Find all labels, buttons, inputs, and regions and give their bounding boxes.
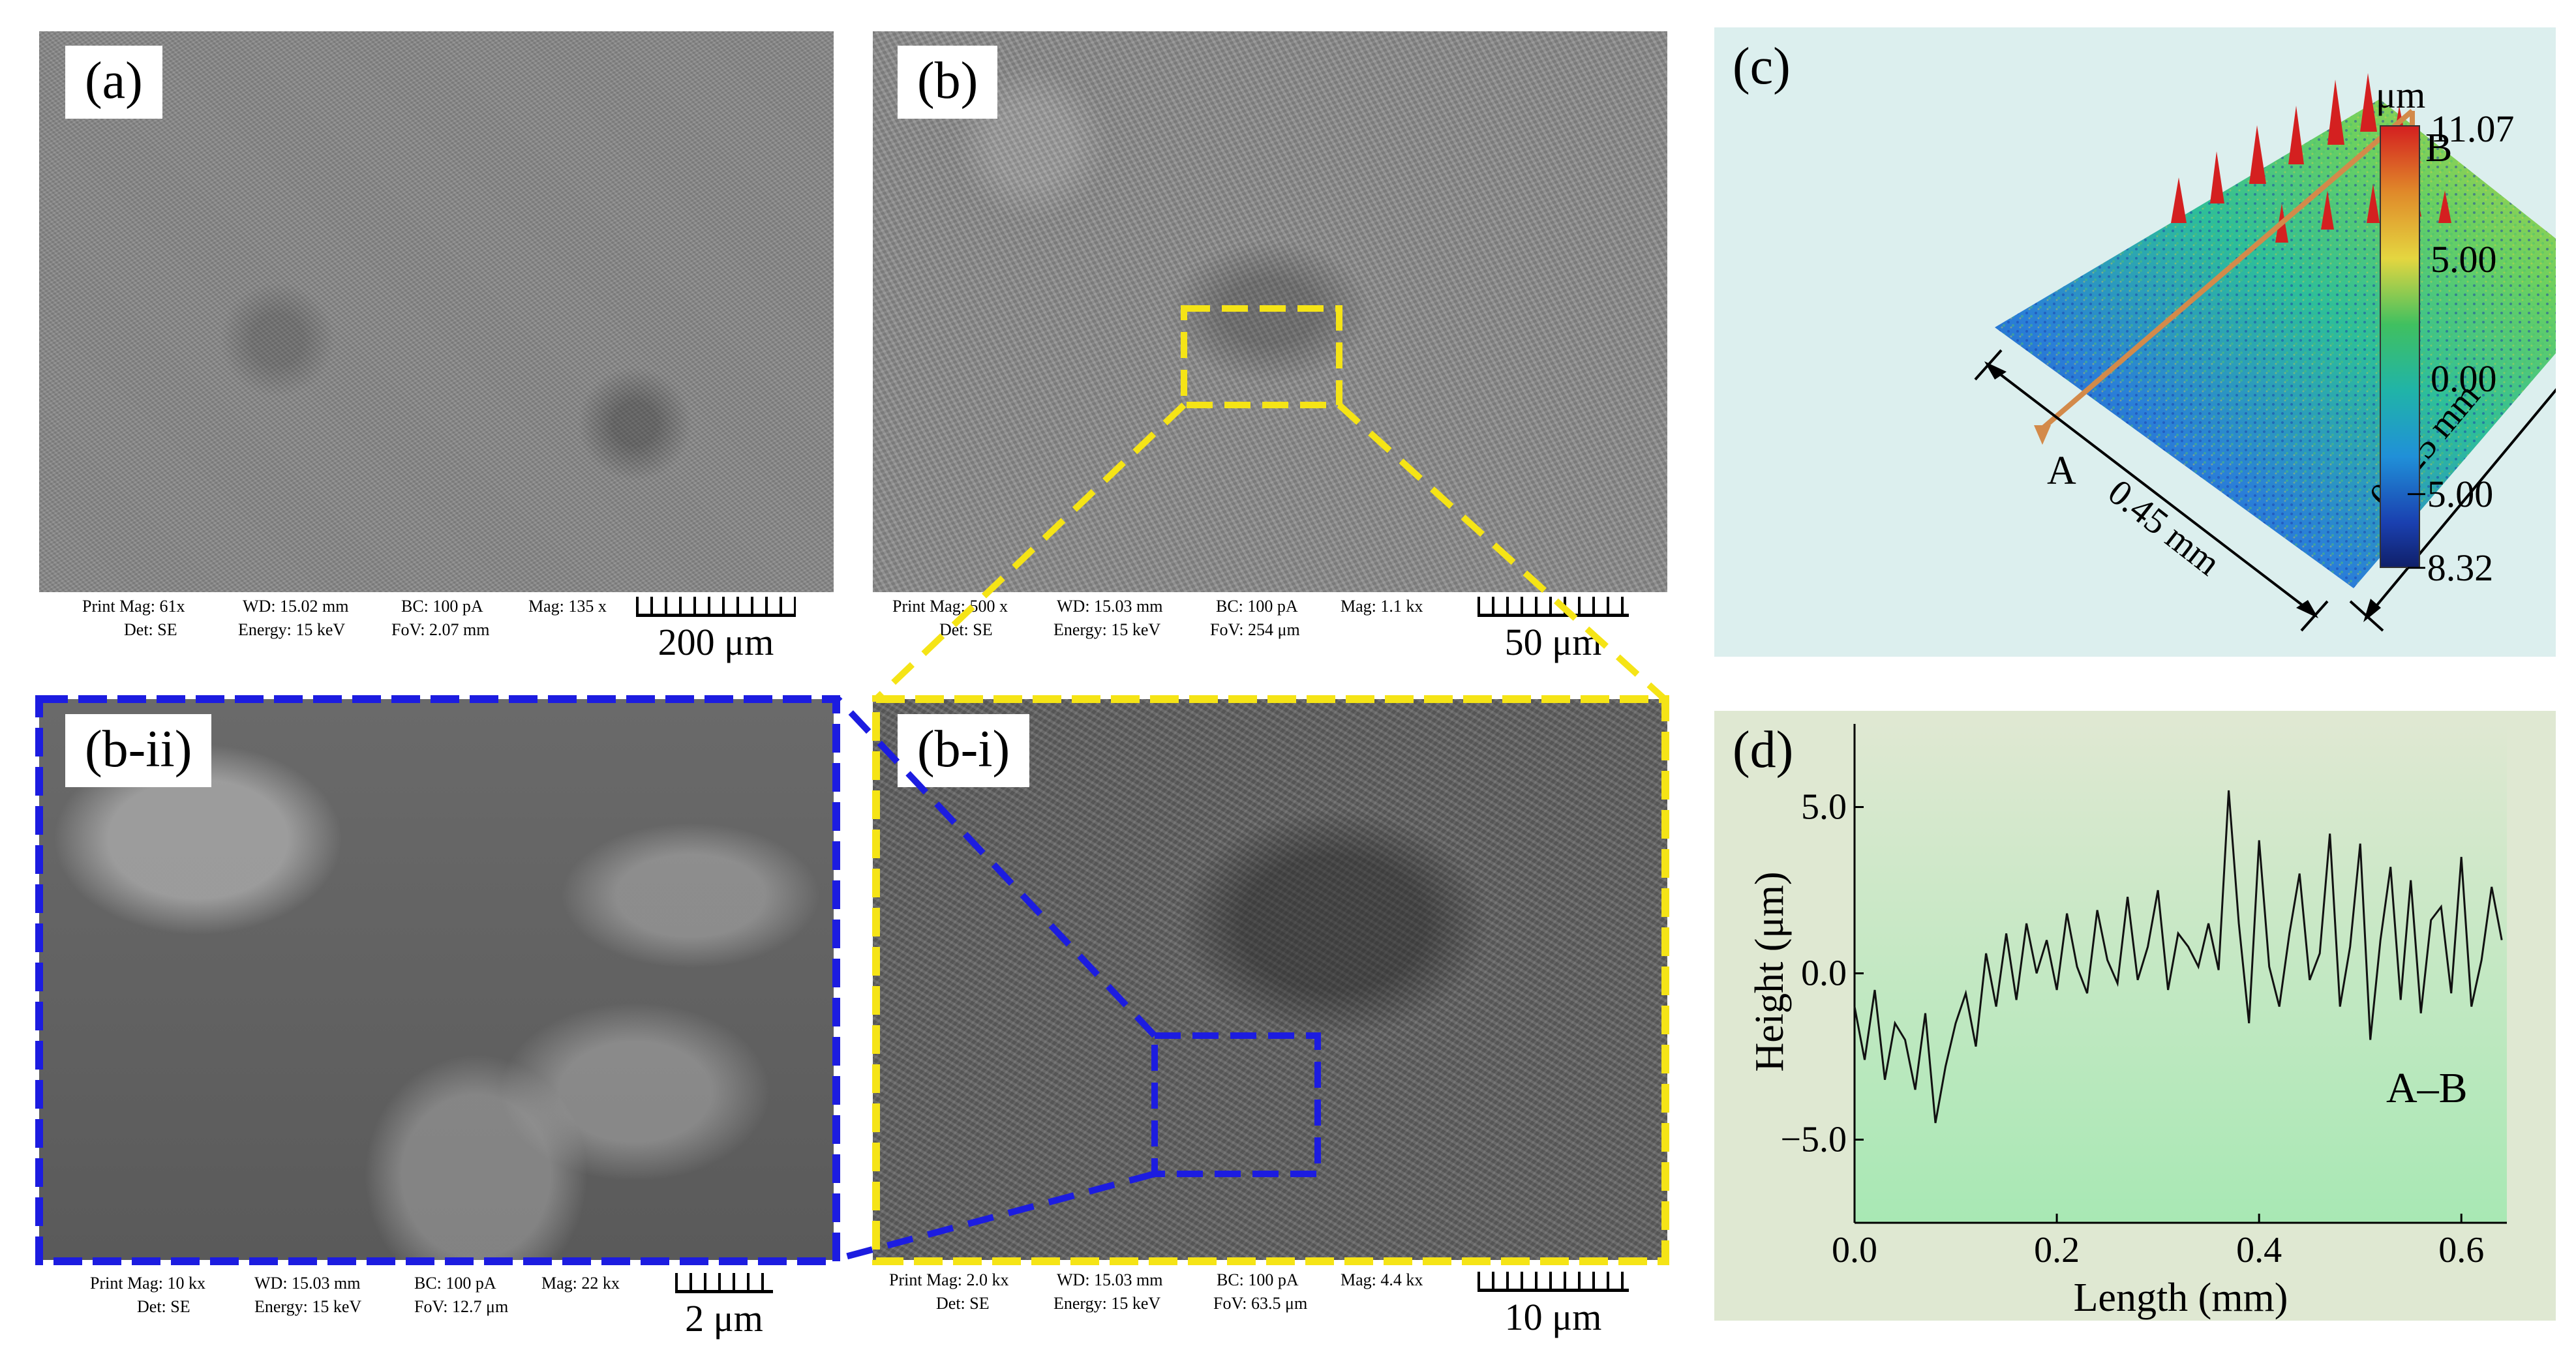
panel-label-b: (b) [898, 46, 998, 119]
meta-fov: FoV: 12.7 μm [414, 1297, 509, 1316]
panel-d: 0.0 0.2 0.4 0.6 −5.0 0.0 5.0 A–B Length (mm) H… [1714, 711, 2556, 1321]
meta-mag: Mag: 1.1 kx [1341, 597, 1423, 616]
panel-label-d: (d) [1733, 721, 1794, 779]
x-tick-label: 0.6 [2438, 1230, 2484, 1270]
x-tick-label: 0.0 [1832, 1230, 1877, 1270]
colorbar-tick-2: 5.00 [2431, 238, 2497, 280]
meta-wd: WD: 15.02 mm [243, 597, 349, 616]
meta-fov: FoV: 254 μm [1210, 620, 1300, 639]
y-tick-label: 5.0 [1801, 787, 1847, 828]
colorbar-unit: μm [2376, 74, 2426, 116]
arrow-a [2034, 425, 2051, 445]
sem-image-a [39, 31, 834, 592]
dim-length-tick-1 [2349, 600, 2384, 632]
scale-bar-label: 10 μm [1504, 1296, 1602, 1338]
panel-label-b-i: (b-i) [898, 714, 1030, 787]
profile-line [2040, 108, 2414, 431]
meta-det: Det: SE [137, 1297, 190, 1316]
panel-c: A B 0.45 mm 0.625 mm (c) μm 11.07 5.00 0… [1714, 27, 2556, 657]
x-tick-label: 0.2 [2034, 1230, 2080, 1270]
scale-bar-a: 200 μm [636, 597, 796, 663]
colorbar [2380, 125, 2420, 568]
dim-width-tick-1 [1974, 349, 2003, 381]
meta-b-i: Print Mag: 2.0 kx WD: 15.03 mm BC: 100 p… [884, 1268, 1458, 1321]
dim-width-tick-2 [2300, 600, 2329, 632]
meta-a: Print Mag: 61x WD: 15.02 mm BC: 100 pA M… [78, 595, 639, 647]
scale-bar-b-i: 10 μm [1477, 1272, 1629, 1338]
meta-wd: WD: 15.03 mm [1057, 597, 1163, 616]
scale-bar-label: 50 μm [1504, 621, 1602, 663]
meta-print-mag: Print Mag: 61x [82, 597, 185, 616]
y-axis-label: Height (μm) [1748, 871, 1792, 1071]
panel-label-b-ii: (b-ii) [65, 714, 212, 787]
meta-mag: Mag: 4.4 kx [1341, 1270, 1423, 1289]
y-tick-label: 0.0 [1801, 953, 1847, 994]
meta-det: Det: SE [124, 620, 177, 639]
dim-width-arrow-end [2296, 600, 2318, 618]
surface-peaks [2171, 73, 2451, 243]
meta-mag: Mag: 22 kx [541, 1274, 620, 1293]
panel-label-c: (c) [1733, 38, 1791, 95]
meta-print-mag: Print Mag: 2.0 kx [889, 1270, 1009, 1289]
meta-fov: FoV: 63.5 μm [1213, 1294, 1308, 1313]
meta-bc: BC: 100 pA [401, 597, 483, 616]
meta-energy: Energy: 15 keV [254, 1297, 362, 1316]
meta-det: Det: SE [936, 1294, 990, 1313]
meta-print-mag: Print Mag: 10 kx [90, 1274, 205, 1293]
panel-label-a: (a) [65, 46, 162, 119]
point-a-label: A [2047, 449, 2076, 493]
x-axis-label: Length (mm) [2074, 1276, 2288, 1320]
profile-series [1853, 790, 2503, 1124]
point-b-label: B [2425, 126, 2452, 170]
meta-energy: Energy: 15 keV [1053, 1294, 1161, 1313]
y-tick-label: −5.0 [1780, 1120, 1847, 1160]
meta-energy: Energy: 15 keV [1053, 620, 1161, 639]
meta-print-mag: Print Mag: 500 x [892, 597, 1008, 616]
height-profile-chart: 0.0 0.2 0.4 0.6 −5.0 0.0 5.0 A–B Length (mm) H… [1748, 724, 2507, 1320]
meta-b-ii: Print Mag: 10 kx WD: 15.03 mm BC: 100 pA… [85, 1272, 646, 1324]
colorbar-tick-1: 11.07 [2431, 108, 2515, 150]
scale-bar-label: 200 μm [658, 621, 774, 663]
meta-bc: BC: 100 pA [1217, 1270, 1299, 1289]
colorbar-tick-5: −8.32 [2406, 547, 2494, 589]
dim-width-label: 0.45 mm [2100, 472, 2228, 583]
profile-label: A–B [2386, 1064, 2468, 1112]
scale-bar-b: 50 μm [1477, 597, 1629, 663]
colorbar-tick-4: −5.00 [2406, 473, 2494, 515]
meta-bc: BC: 100 pA [414, 1274, 496, 1293]
axes: 0.0 0.2 0.4 0.6 −5.0 0.0 5.0 [1780, 724, 2507, 1270]
plot-area [1855, 724, 2507, 1223]
dim-width-arrow-start [1984, 361, 2007, 380]
meta-det: Det: SE [939, 620, 993, 639]
scale-bar-b-ii: 2 μm [675, 1273, 773, 1340]
meta-energy: Energy: 15 keV [238, 620, 346, 639]
meta-fov: FoV: 2.07 mm [391, 620, 490, 639]
meta-bc: BC: 100 pA [1216, 597, 1298, 616]
x-tick-label: 0.4 [2236, 1230, 2282, 1270]
meta-wd: WD: 15.03 mm [254, 1274, 361, 1293]
colorbar-tick-3: 0.00 [2431, 357, 2497, 400]
meta-b: Print Mag: 500 x WD: 15.03 mm BC: 100 pA… [887, 595, 1461, 647]
meta-mag: Mag: 135 x [528, 597, 607, 616]
dim-width-line [1987, 364, 2316, 616]
meta-wd: WD: 15.03 mm [1057, 1270, 1163, 1289]
scale-bar-label: 2 μm [685, 1297, 763, 1340]
